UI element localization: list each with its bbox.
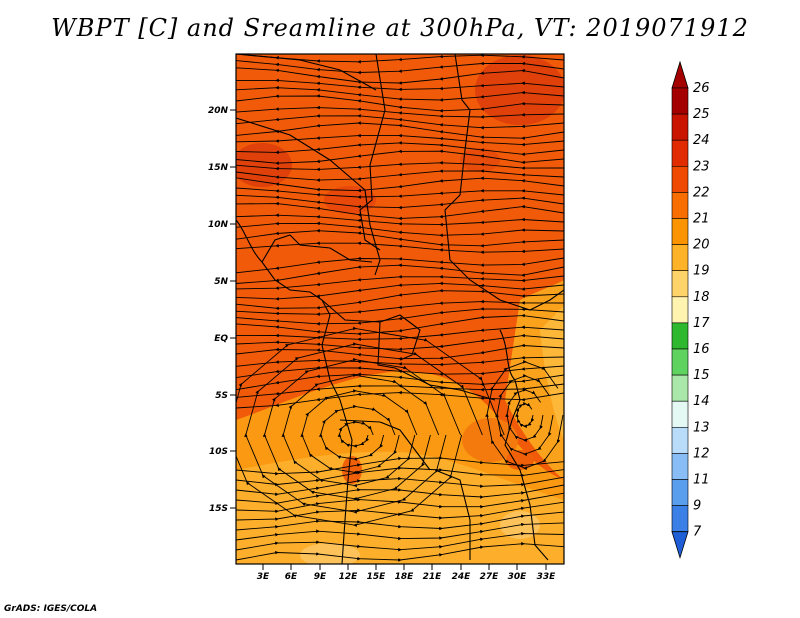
lat-tick-label: 5N	[214, 277, 228, 287]
colorbar-top-arrow	[671, 60, 689, 89]
streamlines	[236, 54, 564, 562]
lon-tick-label: 9E	[314, 572, 327, 582]
colorbar-swatch	[671, 400, 689, 428]
colorbar-label: 9	[693, 499, 701, 514]
lat-tick-label: EQ	[214, 334, 228, 344]
latitude-axis: 20N 15N 10N 5N EQ 5S 10S 15S	[208, 106, 236, 514]
colorbar-label: 11	[693, 473, 710, 488]
colorbar-swatch	[671, 192, 689, 219]
colorbar-swatch	[671, 87, 689, 115]
streamline	[236, 161, 564, 172]
lon-tick-label: 6E	[285, 572, 298, 582]
colorbar-label: 19	[693, 264, 710, 279]
grads-credit: GrADS: IGES/COLA	[4, 604, 98, 614]
colorbar-swatch	[671, 270, 689, 298]
streamline	[236, 241, 564, 255]
lon-tick-label: 18E	[395, 572, 415, 582]
colorbar: 26 25 24 23 22 21 20 19 18 17 16 15 14 13 12 11 9 7	[671, 60, 710, 560]
colorbar-label: 7	[693, 525, 702, 540]
lon-tick-label: 3E	[257, 572, 270, 582]
lat-tick-label: 10N	[208, 220, 229, 230]
map-title: WBPT [C] and Sreamline at 300hPa, VT: 20…	[51, 14, 749, 42]
colorbar-label: 22	[693, 185, 710, 200]
lat-tick-label: 15S	[209, 504, 228, 514]
lat-tick-label: 10S	[209, 447, 228, 457]
lon-tick-label: 33E	[537, 572, 557, 582]
colorbar-swatch	[671, 139, 689, 167]
lat-tick-label: 20N	[208, 106, 229, 116]
colorbar-label: 26	[693, 81, 710, 96]
colorbar-swatch	[671, 166, 689, 193]
streamline	[236, 176, 564, 193]
colorbar-swatch	[671, 113, 689, 141]
lon-tick-label: 21E	[423, 572, 443, 582]
colorbar-label: 24	[693, 133, 710, 148]
colorbar-swatch	[671, 322, 689, 350]
lat-tick-label: 15N	[208, 163, 229, 173]
colorbar-label: 12	[693, 446, 710, 461]
lon-tick-label: 30E	[508, 572, 528, 582]
colorbar-swatch	[671, 244, 689, 272]
lon-tick-label: 15E	[367, 572, 387, 582]
colorbar-swatch	[671, 218, 689, 245]
colorbar-swatch	[671, 296, 689, 324]
colorbar-bottom-arrow	[671, 531, 689, 560]
colorbar-swatch	[671, 453, 689, 480]
colorbar-label: 18	[693, 290, 710, 305]
streamline	[236, 541, 564, 562]
colorbar-swatch	[671, 374, 689, 402]
country-borders	[236, 54, 564, 564]
colorbar-swatch	[671, 348, 689, 376]
colorbar-label: 23	[693, 159, 710, 174]
colorbar-label: 15	[693, 368, 710, 383]
colorbar-label: 20	[693, 238, 710, 253]
colorbar-label: 14	[693, 394, 710, 409]
colorbar-swatch	[671, 426, 689, 454]
longitude-axis: 3E 6E 9E 12E 15E 18E 21E 24E 27E 30E 33E	[257, 564, 556, 582]
colorbar-label: 13	[693, 420, 710, 435]
streamline	[485, 360, 564, 470]
map-frame	[235, 53, 565, 565]
lon-tick-label: 27E	[480, 572, 500, 582]
colorbar-label: 25	[693, 107, 710, 122]
colorbar-label: 17	[693, 316, 710, 331]
colorbar-label: 21	[693, 212, 710, 227]
lat-tick-label: 5S	[215, 391, 228, 401]
colorbar-swatch	[671, 505, 689, 533]
colorbar-label: 16	[693, 342, 710, 357]
colorbar-swatch	[671, 479, 689, 506]
lon-tick-label: 12E	[339, 572, 359, 582]
lon-tick-label: 24E	[452, 572, 472, 582]
